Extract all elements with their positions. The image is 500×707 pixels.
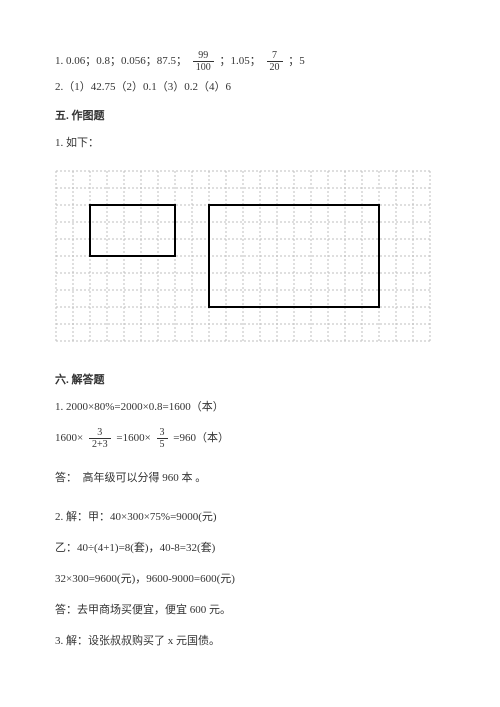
section-5-sub: 1. 如下： bbox=[55, 133, 445, 154]
q1-line-a: 1. 2000×80%=2000×0.8=1600（本） bbox=[55, 397, 445, 418]
p1-frac1: 99 100 bbox=[193, 50, 214, 73]
q2-answer: 答：去甲商场买便宜，便宜 600 元。 bbox=[55, 600, 445, 621]
section-6-title: 六. 解答题 bbox=[55, 370, 445, 391]
q1-block: 1. 2000×80%=2000×0.8=1600（本） 1600× 3 2+3… bbox=[55, 397, 445, 490]
q1b-frac1: 3 2+3 bbox=[89, 427, 111, 450]
q3-line: 3. 解：设张叔叔购买了 x 元国债。 bbox=[55, 631, 445, 652]
q2-line-c: 32×300=9600(元)，9600-9000=600(元) bbox=[55, 569, 445, 590]
section-5-title: 五. 作图题 bbox=[55, 106, 445, 127]
grid-svg bbox=[55, 170, 431, 342]
q2-line-a: 2. 解：甲：40×300×75%=9000(元) bbox=[55, 507, 445, 528]
q1-line-b: 1600× 3 2+3 =1600× 3 5 =960（本） bbox=[55, 427, 445, 450]
drawing-grid bbox=[55, 170, 445, 342]
q2-line-b: 乙：40÷(4+1)=8(套)，40-8=32(套) bbox=[55, 538, 445, 559]
q2-block: 2. 解：甲：40×300×75%=9000(元) 乙：40÷(4+1)=8(套… bbox=[55, 507, 445, 621]
p1-frac2: 7 20 bbox=[267, 50, 283, 73]
problem-1: 1. 0.06；0.8；0.056；87.5； 99 100 ；1.05； 7 … bbox=[55, 50, 445, 73]
p1-mid: ；1.05； bbox=[220, 55, 261, 67]
p1-prefix: 1. 0.06；0.8；0.056；87.5； bbox=[55, 55, 187, 67]
p1-suffix: ；5 bbox=[288, 55, 305, 67]
q1b-frac2: 3 5 bbox=[157, 427, 168, 450]
problem-2: 2.（1）42.75（2）0.1（3）0.2（4）6 bbox=[55, 77, 445, 98]
q1-answer: 答： 高年级可以分得 960 本 。 bbox=[55, 468, 445, 489]
